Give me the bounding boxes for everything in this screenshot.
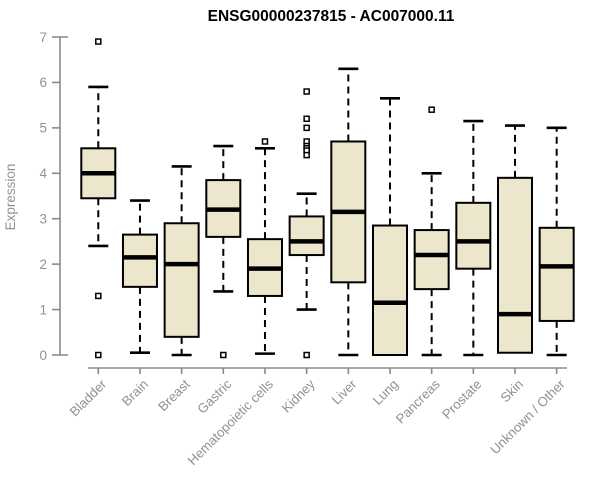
box-group-Hematopoietic cells <box>246 138 283 355</box>
box-group-Prostate <box>455 119 492 357</box>
x-category-label: Bladder <box>67 376 110 419</box>
outlier-point <box>95 38 102 45</box>
iqr-box <box>121 233 158 288</box>
outlier-point <box>303 88 310 95</box>
y-tick-label: 6 <box>39 75 47 90</box>
y-tick-label: 1 <box>39 302 47 317</box>
chart-title: ENSG00000237815 - AC007000.11 <box>208 8 455 25</box>
outlier-point <box>261 138 269 145</box>
outlier-point <box>428 106 435 113</box>
iqr-box <box>455 201 492 270</box>
y-axis: 0 1 2 3 4 5 6 7 <box>39 30 68 363</box>
box-group-Unknown / Other <box>538 126 575 357</box>
iqr-box <box>288 215 325 257</box>
box-group-Skin <box>497 124 533 354</box>
x-category-label: Gastric <box>194 376 234 416</box>
outlier-point <box>95 351 102 359</box>
iqr-box <box>163 222 200 338</box>
y-tick-label: 5 <box>39 121 47 136</box>
y-tick-label: 0 <box>39 348 47 363</box>
box-group-Liver <box>330 67 367 357</box>
y-tick-label: 3 <box>39 212 47 227</box>
outlier-point <box>220 351 227 359</box>
box-group-Pancreas <box>413 106 450 357</box>
x-category-label: Unknown / Other <box>487 376 568 457</box>
iqr-box <box>538 226 575 322</box>
y-tick-label: 4 <box>39 166 47 181</box>
outlier-point <box>303 124 310 132</box>
outlier-point <box>303 151 310 159</box>
box-group-Lung <box>371 97 408 356</box>
x-category-label: Brain <box>119 377 151 409</box>
x-category-label: Prostate <box>439 377 484 422</box>
box-group-Bladder <box>80 38 117 359</box>
x-category-label: Kidney <box>279 376 318 415</box>
x-category-label: Breast <box>155 376 193 414</box>
iqr-box <box>371 224 408 356</box>
x-category-label: Skin <box>497 377 526 406</box>
x-category-label: Lung <box>370 377 401 408</box>
outlier-point <box>95 292 102 300</box>
box-series <box>80 38 575 359</box>
y-axis-label: Expression <box>3 164 18 231</box>
box-group-Kidney <box>288 88 325 359</box>
box-group-Gastric <box>205 144 242 359</box>
box-group-Brain <box>121 199 158 355</box>
y-tick-label: 2 <box>39 257 47 272</box>
y-axis-line <box>59 36 68 356</box>
iqr-box <box>413 229 450 291</box>
outlier-point <box>303 351 310 359</box>
y-tick-label: 7 <box>39 30 47 45</box>
outlier-point <box>303 115 310 123</box>
box-group-Breast <box>163 165 200 357</box>
x-category-label: Liver <box>329 376 360 407</box>
x-category-label: Pancreas <box>393 376 443 426</box>
iqr-box <box>497 176 533 354</box>
